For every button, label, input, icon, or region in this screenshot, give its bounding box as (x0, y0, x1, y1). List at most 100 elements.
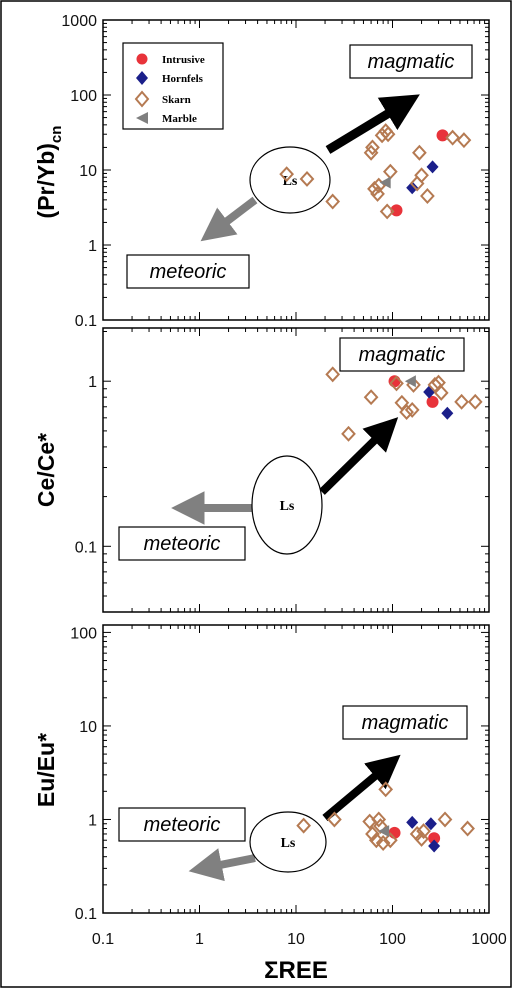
y-tick-label: 0.1 (75, 313, 97, 330)
legend-marker-hornfels (136, 71, 148, 85)
y-tick-label: 100 (70, 625, 97, 642)
magmatic-arrow (319, 417, 399, 495)
marble-point (379, 176, 391, 189)
x-tick-label: 100 (379, 931, 406, 948)
skarn-point (412, 144, 427, 161)
legend-marker-intrusive (136, 53, 148, 65)
ticks-pryb: 0.1 1 10 100 1000 (61, 13, 490, 330)
skarn-point (414, 167, 429, 184)
y-axis-title-cece: Ce/Ce* (33, 433, 59, 507)
y-axis-title-pryb: (Pr/Yb)cn (33, 126, 65, 219)
legend-label-intrusive: Intrusive (162, 54, 205, 66)
legend: Intrusive Hornfels Skarn Marble (122, 42, 224, 130)
skarn-point (420, 188, 435, 204)
annotations-euu: magmatic meteoric Ls (118, 705, 468, 882)
x-tick-label: 0.1 (92, 931, 114, 948)
meteoric-label: meteoric (150, 261, 227, 283)
skarn-point (404, 401, 420, 418)
skarn-point (341, 425, 356, 442)
skarn-point (378, 781, 394, 798)
legend-label-skarn: Skarn (162, 94, 191, 106)
x-axis-title: ΣREE (264, 957, 328, 984)
skarn-point (365, 825, 380, 842)
meteoric-box (118, 526, 246, 561)
y-axis-title-euu: Eu/Eu* (33, 733, 59, 807)
skarn-point (399, 404, 414, 421)
skarn-point (365, 139, 380, 156)
ls-ellipse (249, 146, 331, 214)
skarn-point (445, 129, 461, 146)
y-axis-title-pryb-sub: cn (48, 126, 65, 144)
annotations-pryb: magmatic meteoric Ls (126, 44, 473, 289)
ticks-cece: 0.11 (75, 328, 490, 613)
x-tick-label: 10 (287, 931, 305, 948)
marble-point (378, 825, 390, 838)
y-tick-label: 10 (79, 719, 97, 736)
points-pryb (279, 123, 472, 220)
meteoric-label: meteoric (144, 814, 221, 836)
ls-label: Ls (281, 836, 296, 851)
meteoric-label: meteoric (144, 533, 221, 555)
ls-label: Ls (280, 499, 295, 514)
skarn-point (467, 393, 483, 410)
skarn-point (375, 835, 391, 851)
y-tick-label: 1 (88, 374, 97, 391)
intrusive-point (390, 204, 403, 217)
skarn-point (296, 817, 312, 834)
skarn-point (389, 375, 404, 392)
skarn-point (427, 376, 443, 393)
magmatic-box (339, 337, 465, 372)
y-axis-title-pryb-main: (Pr/Yb) (33, 143, 59, 218)
points-cece (325, 366, 483, 442)
magmatic-label: magmatic (359, 344, 446, 366)
skarn-point (371, 811, 387, 828)
skarn-point (382, 163, 398, 180)
skarn-point (416, 823, 431, 840)
skarn-point (367, 180, 382, 197)
skarn-point (325, 366, 341, 383)
meteoric-box (118, 807, 246, 842)
legend-marker-skarn (134, 90, 150, 108)
ticks-euu: 0.1 1 10 100 (70, 625, 490, 923)
hornfels-point (406, 181, 419, 195)
skarn-point (433, 384, 449, 401)
skarn-point (327, 811, 342, 828)
points-euu (296, 781, 475, 853)
x-tick-label: 1000 (471, 931, 507, 948)
legend-marker-marble (136, 112, 148, 124)
meteoric-arrow (200, 196, 258, 242)
legend-label-hornfels: Hornfels (162, 73, 204, 85)
skarn-point (325, 193, 341, 210)
meteoric-box (126, 254, 250, 289)
skarn-point (460, 820, 475, 837)
panel-pryb: 0.1 1 10 100 1000 magmatic meteoric Ls Intru… (33, 13, 490, 330)
hornfels-point (426, 160, 439, 174)
marble-point (404, 375, 416, 388)
panel-cece: 0.11 magmatic meteoric Ls Ce/Ce* (33, 327, 490, 613)
skarn-point (382, 832, 398, 849)
skarn-point (379, 203, 395, 220)
hornfels-point (406, 815, 419, 829)
magmatic-box (349, 44, 473, 79)
legend-label-marble: Marble (162, 113, 197, 125)
y-tick-label: 1 (88, 238, 97, 255)
intrusive-point (436, 129, 449, 142)
meteoric-arrow (188, 848, 256, 882)
hornfels-point (424, 817, 437, 831)
x-axis-tick-labels: 0.1 1 10 100 1000 (92, 931, 507, 948)
intrusive-point (388, 375, 401, 388)
skarn-point (373, 818, 388, 835)
hornfels-point (428, 839, 441, 853)
y-tick-label: 100 (70, 88, 97, 105)
y-tick-label: 10 (79, 163, 97, 180)
skarn-point (299, 170, 315, 187)
skarn-point (279, 166, 295, 183)
skarn-point (368, 832, 384, 849)
magmatic-label: magmatic (368, 51, 455, 73)
magmatic-box (342, 705, 468, 740)
skarn-point (374, 127, 390, 144)
hornfels-point (441, 406, 454, 420)
skarn-point (454, 393, 469, 410)
